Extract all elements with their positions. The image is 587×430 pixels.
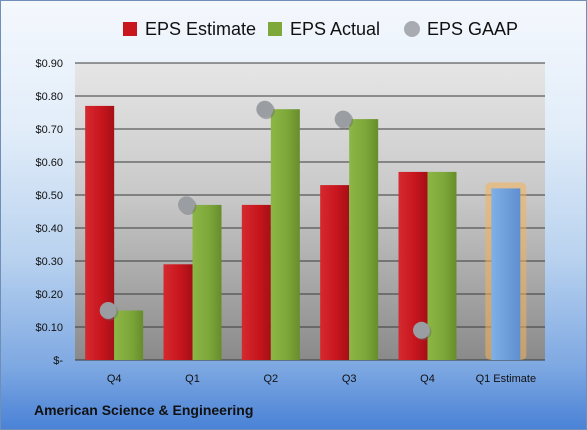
y-tick-label: $0.50 bbox=[35, 190, 63, 202]
eps-estimate-bar bbox=[241, 204, 271, 360]
x-tick-label: Q4 bbox=[107, 373, 122, 385]
eps-gaap-point bbox=[413, 321, 430, 339]
legend-circle-marker bbox=[404, 21, 420, 37]
eps-actual-bar bbox=[114, 310, 144, 360]
y-tick-label: $0.40 bbox=[35, 223, 63, 235]
eps-estimate-bar bbox=[85, 105, 115, 361]
legend-label: EPS Actual bbox=[290, 19, 380, 39]
y-tick-label: $0.60 bbox=[35, 157, 63, 169]
y-tick-label: $0.30 bbox=[35, 256, 63, 268]
eps-actual-bar bbox=[427, 171, 457, 360]
y-tick-label: $0.90 bbox=[35, 58, 63, 70]
legend-label: EPS GAAP bbox=[427, 19, 518, 39]
x-tick-label: Q4 bbox=[420, 373, 435, 385]
y-tick-label: $0.10 bbox=[35, 322, 63, 334]
eps-actual-bar bbox=[270, 109, 300, 360]
x-tick-label: Q1 Estimate bbox=[476, 373, 537, 385]
eps-estimate-bar bbox=[320, 185, 350, 360]
legend-square-marker bbox=[123, 22, 137, 36]
y-tick-label: $0.20 bbox=[35, 289, 63, 301]
q1-estimate-bar bbox=[491, 188, 521, 360]
eps-estimate-bar bbox=[163, 264, 193, 360]
plot-area bbox=[75, 63, 545, 360]
y-tick-label: $0.70 bbox=[35, 124, 63, 136]
x-tick-label: Q2 bbox=[263, 373, 278, 385]
eps-gaap-point bbox=[99, 302, 117, 319]
y-tick-label: $- bbox=[53, 355, 63, 367]
company-name: American Science & Engineering bbox=[34, 402, 254, 418]
eps-gaap-point bbox=[334, 110, 352, 128]
x-tick-label: Q1 bbox=[185, 373, 200, 385]
eps-actual-bar bbox=[192, 204, 222, 360]
y-tick-label: $0.80 bbox=[35, 91, 63, 103]
legend-label: EPS Estimate bbox=[145, 19, 256, 39]
legend-square-marker bbox=[268, 22, 282, 36]
eps-gaap-point bbox=[178, 196, 195, 214]
x-tick-label: Q3 bbox=[342, 373, 357, 385]
eps-gaap-point bbox=[256, 100, 274, 118]
eps-actual-bar bbox=[349, 119, 379, 360]
